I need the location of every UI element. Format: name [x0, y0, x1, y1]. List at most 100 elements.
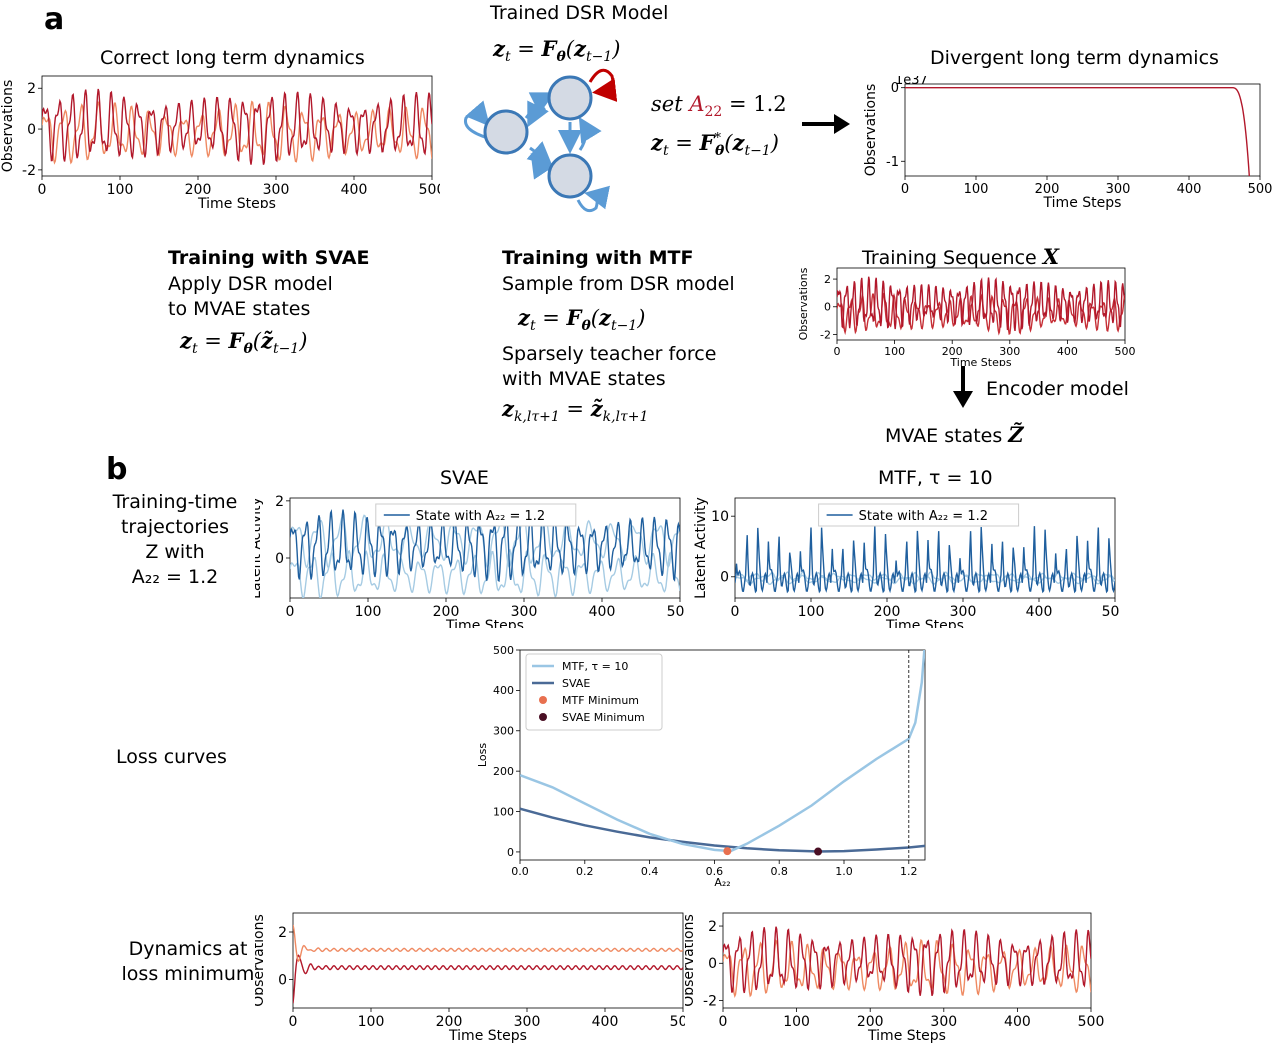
series-line — [837, 276, 1125, 332]
series-line — [293, 924, 683, 963]
legend-swatch — [539, 696, 547, 704]
chart-loss-curves: 0.0 0.2 0.4 0.6 0.8 1.0 1.2 0 100 200 300 400 500 A₂₂… — [476, 644, 926, 889]
y-tick-label: 0 — [278, 972, 287, 988]
plot-frame — [904, 83, 1261, 177]
chart-mtf-trajectories: 0 100 200 300 400 500 0 10 Time Steps Latent Acti… — [693, 497, 1120, 628]
plot-frame — [292, 912, 684, 1009]
y-tick-label: 0 — [27, 122, 36, 138]
y-tick-label: 300 — [493, 725, 514, 738]
mtf-teacher-force-equation: zk,lτ+1 = z̃k,lτ+1 — [502, 396, 649, 426]
set-a22-text: set A22 = 1.2 — [651, 92, 787, 121]
x-tick-label: 500 — [1078, 1014, 1105, 1030]
x-tick-label: 400 — [1026, 604, 1053, 620]
trajectories-label: Training-time trajectories Z with A₂₂ = … — [112, 491, 238, 588]
x-tick-label: 300 — [263, 182, 290, 198]
x-tick-label: 0 — [731, 604, 740, 620]
series-line — [723, 926, 1091, 997]
y-tick-label: -2 — [22, 163, 36, 179]
series-line — [905, 87, 1250, 176]
x-tick-label: 400 — [1004, 1014, 1031, 1030]
y-tick-label: 10 — [711, 509, 729, 525]
y-axis-label: Observations — [797, 267, 810, 340]
x-tick-label: 400 — [1057, 345, 1078, 358]
x-tick-label: 0.2 — [576, 865, 594, 878]
x-tick-label: 300 — [1106, 182, 1131, 197]
x-tick-label: 400 — [592, 1014, 619, 1030]
x-tick-label: 200 — [874, 604, 901, 620]
x-tick-label: 200 — [942, 345, 963, 358]
y-tick-label: 2 — [278, 925, 287, 941]
legend-label: MTF Minimum — [562, 694, 639, 707]
x-tick-label: 100 — [884, 345, 905, 358]
x-tick-label: 500 — [670, 1014, 685, 1030]
x-tick-label: 300 — [930, 1014, 957, 1030]
legend-swatch — [539, 713, 547, 721]
x-tick-label: 500 — [667, 604, 685, 620]
mtf-trajectory-title: MTF, τ = 10 — [878, 467, 993, 489]
series-line — [837, 291, 1125, 336]
x-tick-label: 400 — [589, 604, 616, 620]
modified-model-equation: zt = F*θ(zt−1) — [651, 130, 779, 160]
y-tick-label: -2 — [820, 328, 831, 341]
y-tick-label: 0 — [507, 846, 514, 859]
series-line — [520, 650, 925, 853]
mtf-line-2: Sparsely teacher force — [502, 343, 717, 365]
svae-line-2: to MVAE states — [168, 298, 311, 320]
y-tick-label: 500 — [493, 644, 514, 657]
plot-frame — [734, 497, 1116, 599]
x-tick-label: 200 — [857, 1014, 884, 1030]
x-tick-label: 100 — [783, 1014, 810, 1030]
x-axis-label: Time Steps — [949, 356, 1011, 366]
minimum-point — [723, 847, 732, 856]
y-tick-label: 100 — [493, 805, 514, 818]
x-tick-label: 1.2 — [900, 865, 918, 878]
x-tick-label: 0 — [834, 345, 841, 358]
legend-label: MTF, τ = 10 — [562, 660, 628, 673]
x-tick-label: 1.0 — [835, 865, 853, 878]
x-axis-label: Time Steps — [197, 196, 276, 208]
mtf-equation: zt = Fθ(zt−1) — [518, 305, 646, 335]
svae-heading: Training with SVAE — [168, 247, 370, 269]
plot-frame — [41, 75, 433, 177]
x-tick-label: 100 — [798, 604, 825, 620]
encoder-model-label: Encoder model — [986, 378, 1129, 400]
x-tick-label: 100 — [355, 604, 382, 620]
y-scale-label: 1e37 — [895, 76, 928, 88]
chart-svae-trajectories: 0 100 200 300 400 500 0 2 Time Steps Latent Activ… — [255, 494, 685, 628]
legend-box — [818, 503, 1020, 527]
x-tick-label: 300 — [511, 604, 538, 620]
x-tick-label: 0.6 — [706, 865, 724, 878]
panel-b-letter: b — [106, 452, 128, 487]
y-tick-label: 0 — [275, 551, 284, 567]
mtf-line-3: with MVAE states — [502, 368, 666, 390]
x-tick-label: 0 — [286, 604, 295, 620]
dsr-model-equation: zt = Fθ(zt−1) — [493, 36, 621, 66]
x-tick-label: 500 — [1115, 345, 1136, 358]
x-tick-label: 400 — [1177, 182, 1202, 197]
y-tick-label: 200 — [493, 765, 514, 778]
loss-curves-label: Loss curves — [116, 746, 227, 768]
x-axis-label: Time Steps — [445, 618, 524, 628]
mtf-heading: Training with MTF — [502, 247, 694, 269]
series-line — [290, 548, 680, 598]
arrow-down-icon — [953, 366, 973, 408]
arrow-right-icon — [802, 114, 850, 134]
legend-box — [525, 653, 663, 731]
x-tick-label: 400 — [341, 182, 368, 198]
svae-line-1: Apply DSR model — [168, 273, 333, 295]
svae-trajectory-title: SVAE — [440, 467, 489, 489]
legend-label: State with A₂₂ = 1.2 — [416, 509, 545, 524]
minimum-point — [814, 847, 823, 856]
legend-label: SVAE Minimum — [562, 711, 645, 724]
y-tick-label: -1 — [886, 155, 899, 170]
legend-label: SVAE — [562, 677, 590, 690]
dsr-network-diagram — [463, 68, 618, 213]
y-tick-label: 2 — [275, 494, 284, 510]
y-axis-label: Observations — [255, 914, 267, 1007]
x-axis-label: Time Steps — [867, 1028, 946, 1043]
series-line — [293, 954, 683, 1004]
series-line — [735, 526, 1115, 594]
y-axis-label: Latent Activity — [693, 497, 709, 599]
x-tick-label: 0.0 — [511, 865, 529, 878]
